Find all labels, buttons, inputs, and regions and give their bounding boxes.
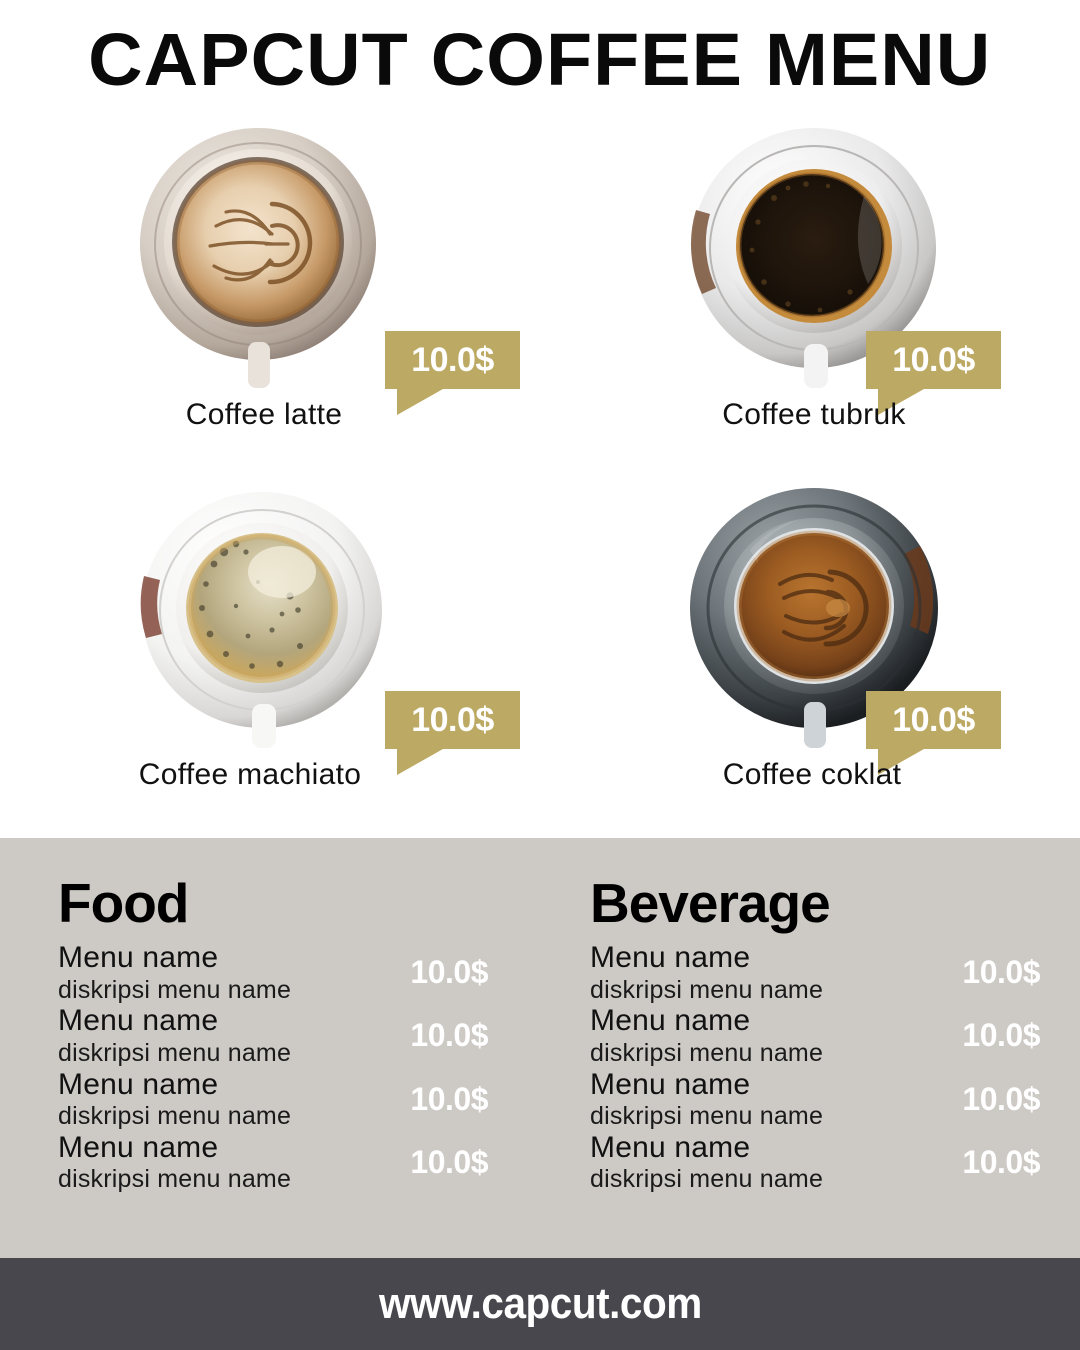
price-value: 10.0$ xyxy=(411,701,494,739)
menu-item-name: Menu name xyxy=(58,941,219,974)
menu-row[interactable]: Menu name diskripsi menu name 10.0$ xyxy=(590,1068,1080,1131)
menu-row[interactable]: Menu name diskripsi menu name 10.0$ xyxy=(590,941,1080,1004)
menu-column-food: Food Menu name diskripsi menu name 10.0$… xyxy=(0,876,540,1194)
page-title: CAPCUT COFFEE MENU xyxy=(88,17,992,101)
menu-item-price: 10.0$ xyxy=(410,1017,488,1054)
coffee-item-card[interactable]: 10.0$ Coffee tubruk xyxy=(550,126,1050,471)
coffee-tubruk-icon xyxy=(690,128,936,388)
menu-item-price: 10.0$ xyxy=(410,954,488,991)
menu-item-name: Menu name xyxy=(58,1004,219,1038)
menu-item-description: diskripsi menu name xyxy=(590,1038,824,1067)
price-badge: 10.0$ xyxy=(866,331,1001,415)
price-badge: 10.0$ xyxy=(866,691,1001,775)
menu-column-beverage: Beverage Menu name diskripsi menu name 1… xyxy=(540,876,1080,1194)
price-badge: 10.0$ xyxy=(385,331,520,415)
menu-item-description: diskripsi menu name xyxy=(590,975,824,1004)
menu-row[interactable]: Menu name diskripsi menu name 10.0$ xyxy=(58,1131,540,1194)
price-value: 10.0$ xyxy=(892,701,975,739)
menu-item-price: 10.0$ xyxy=(962,954,1040,991)
menu-item-description: diskripsi menu name xyxy=(58,1038,292,1067)
menu-row[interactable]: Menu name diskripsi menu name 10.0$ xyxy=(590,1131,1080,1194)
menu-item-price: 10.0$ xyxy=(410,1080,488,1117)
price-value: 10.0$ xyxy=(892,341,975,379)
menu-item-name: Menu name xyxy=(590,1004,751,1038)
menu-item-name: Menu name xyxy=(590,1130,751,1164)
column-heading-food: Food xyxy=(58,872,189,934)
menu-panel: Food Menu name diskripsi menu name 10.0$… xyxy=(0,838,1080,1258)
menu-item-description: diskripsi menu name xyxy=(58,1102,292,1130)
website-url[interactable]: www.capcut.com xyxy=(378,1279,702,1328)
menu-row[interactable]: Menu name diskripsi menu name 10.0$ xyxy=(58,941,540,1004)
coffee-item-name: Coffee latte xyxy=(185,398,343,431)
menu-item-name: Menu name xyxy=(590,941,751,974)
menu-row[interactable]: Menu name diskripsi menu name 10.0$ xyxy=(58,1068,540,1131)
coffee-latte-icon xyxy=(140,128,376,388)
menu-item-description: diskripsi menu name xyxy=(590,1102,824,1130)
menu-item-price: 10.0$ xyxy=(410,1143,488,1180)
coffee-coklat-icon xyxy=(690,488,938,748)
coffee-item-name: Coffee tubruk xyxy=(722,398,906,431)
coffee-item-grid: 10.0$ Coffee latte xyxy=(0,118,1080,838)
price-badge: 10.0$ xyxy=(385,691,520,775)
menu-item-price: 10.0$ xyxy=(962,1017,1040,1054)
menu-item-name: Menu name xyxy=(590,1067,751,1101)
coffee-item-name: Coffee coklat xyxy=(722,758,902,791)
coffee-item-name: Coffee machiato xyxy=(138,758,362,791)
column-heading-beverage: Beverage xyxy=(590,872,831,934)
coffee-machiato-icon xyxy=(140,492,382,748)
poster-header: CAPCUT COFFEE MENU xyxy=(0,0,1080,118)
coffee-item-card[interactable]: 10.0$ Coffee latte xyxy=(20,126,520,471)
menu-item-description: diskripsi menu name xyxy=(58,1165,292,1194)
menu-row[interactable]: Menu name diskripsi menu name 10.0$ xyxy=(590,1004,1080,1067)
coffee-item-card[interactable]: 10.0$ Coffee coklat xyxy=(550,486,1050,831)
footer-bar: www.capcut.com xyxy=(0,1258,1080,1350)
coffee-item-card[interactable]: 10.0$ Coffee machiato xyxy=(20,486,520,831)
menu-item-description: diskripsi menu name xyxy=(590,1165,824,1194)
price-value: 10.0$ xyxy=(411,341,494,379)
menu-item-description: diskripsi menu name xyxy=(58,975,292,1004)
menu-row[interactable]: Menu name diskripsi menu name 10.0$ xyxy=(58,1004,540,1067)
menu-item-name: Menu name xyxy=(58,1130,219,1164)
menu-item-price: 10.0$ xyxy=(962,1080,1040,1117)
menu-item-name: Menu name xyxy=(58,1067,219,1101)
menu-item-price: 10.0$ xyxy=(962,1143,1040,1180)
